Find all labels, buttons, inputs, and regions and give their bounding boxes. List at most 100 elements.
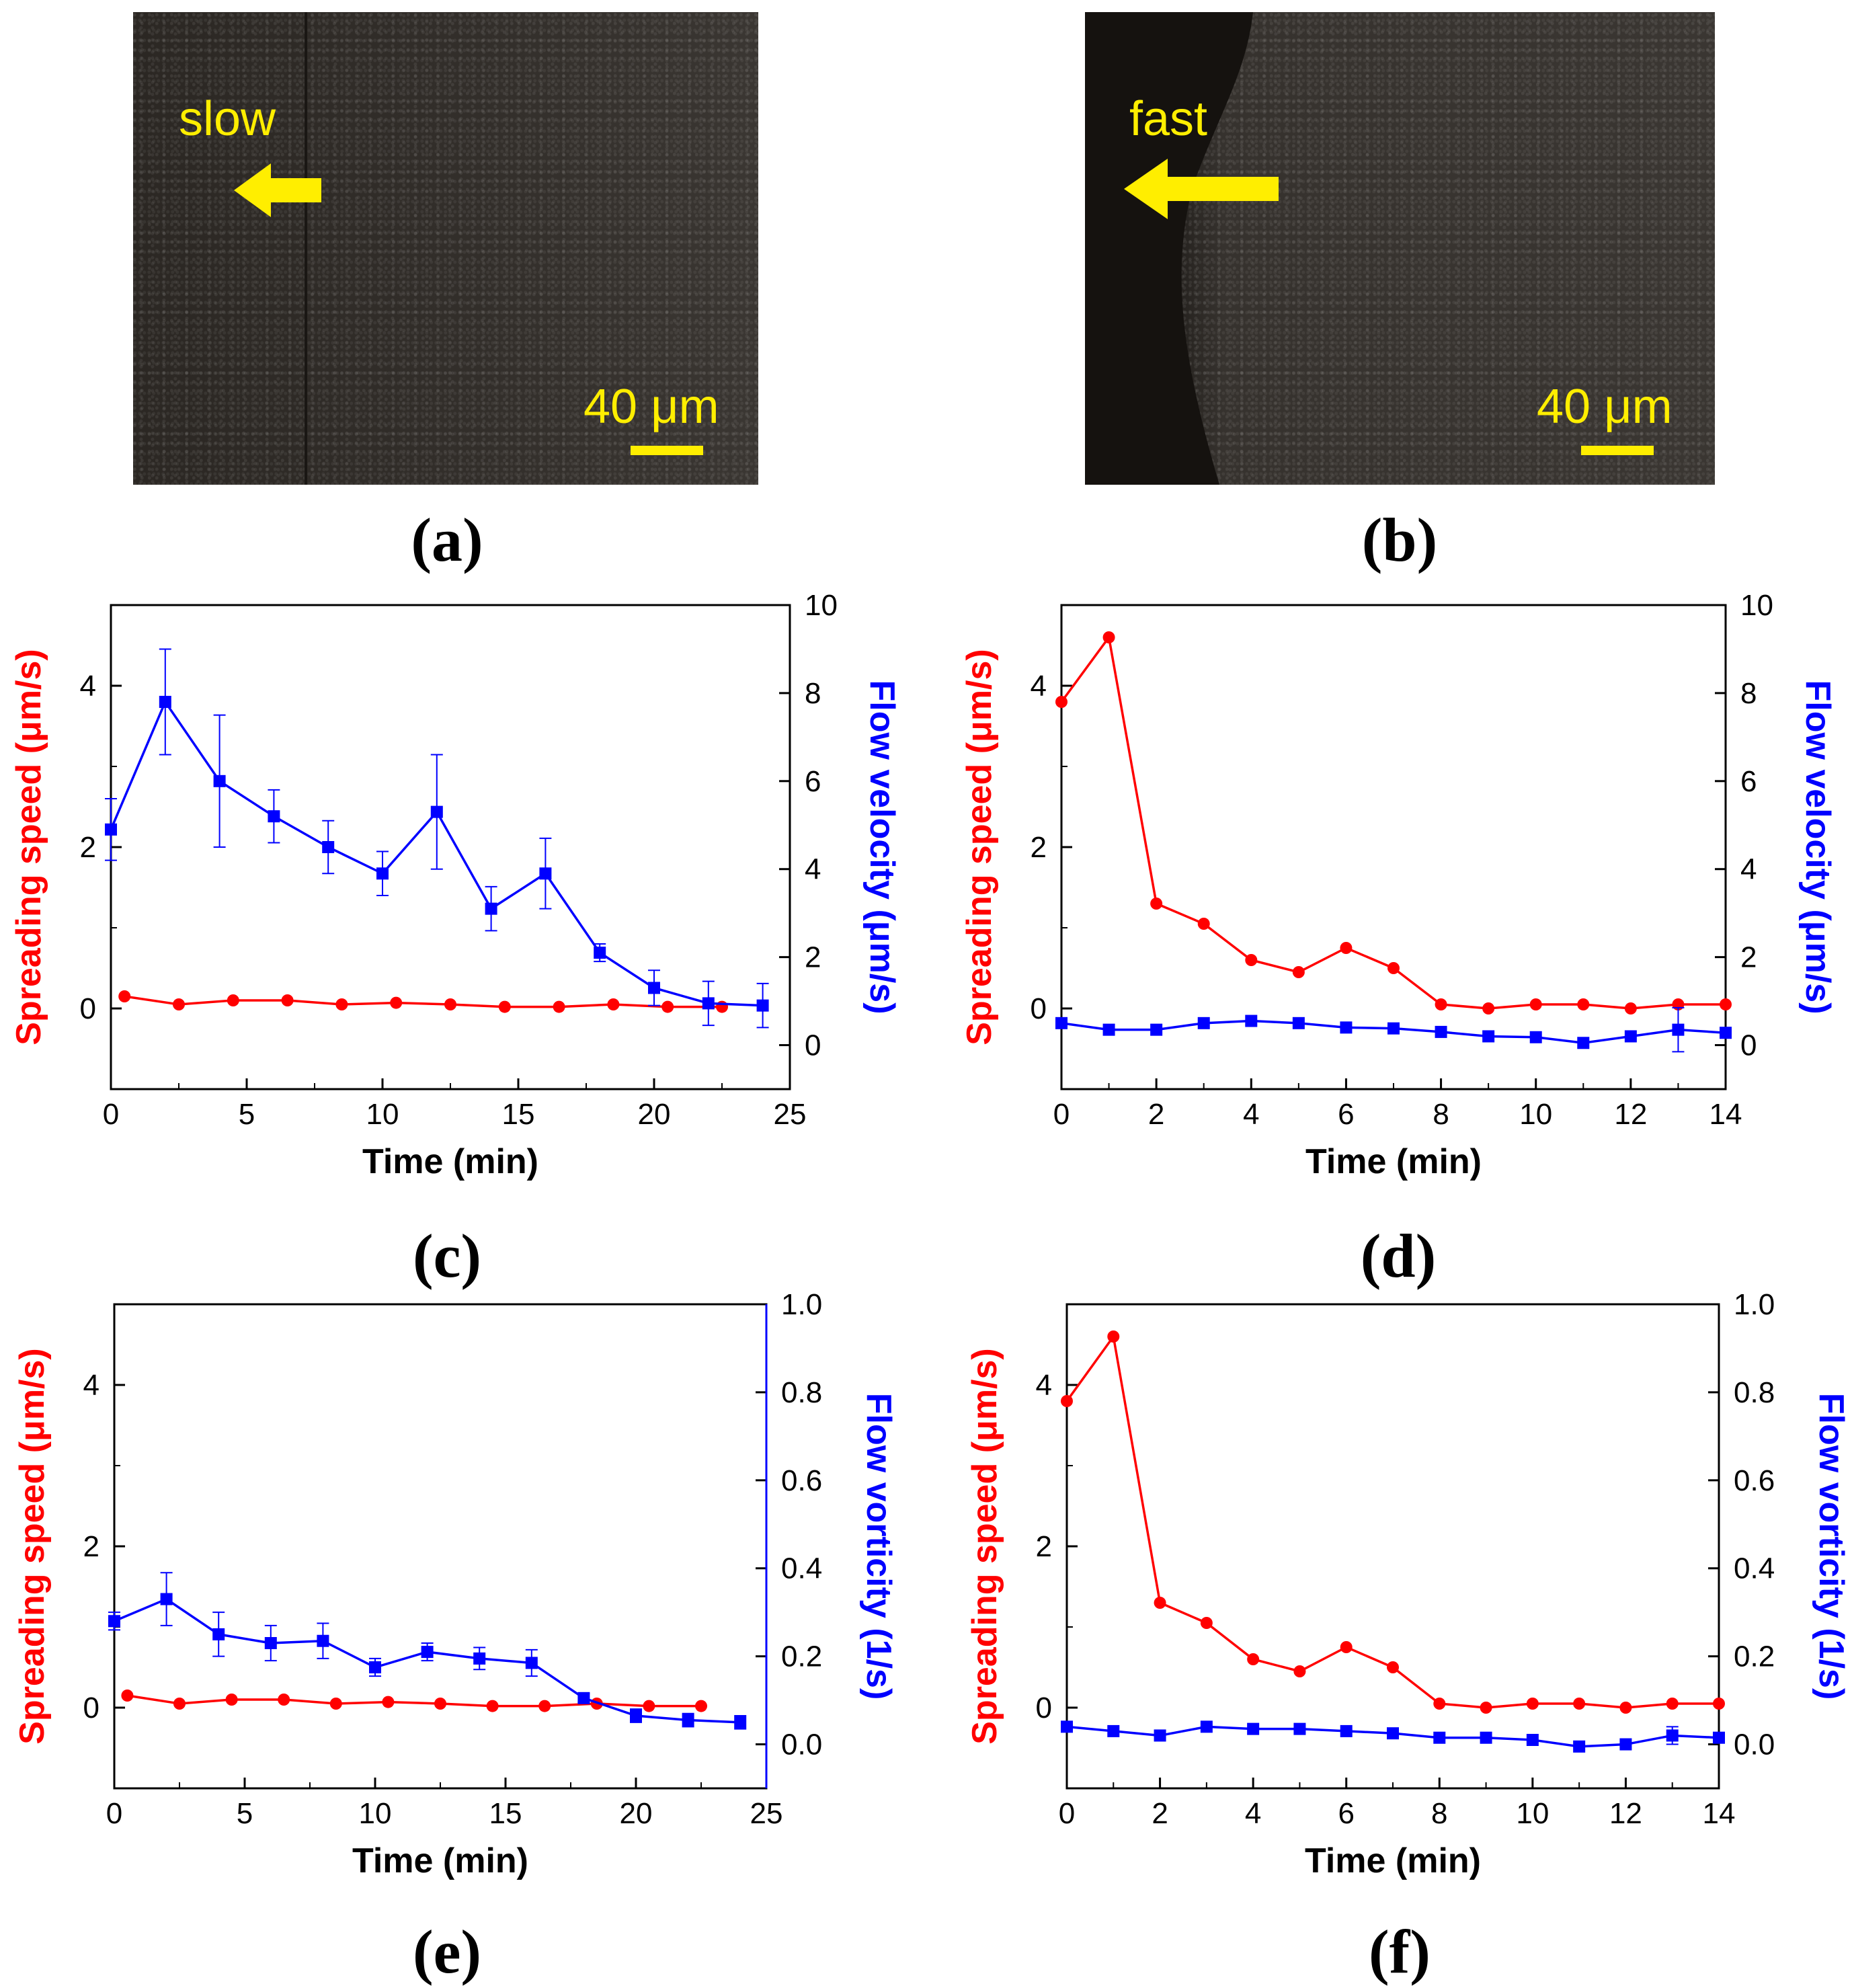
data-point-flow <box>1107 1724 1120 1737</box>
image-texture <box>133 12 758 485</box>
y-right-axis-label: Flow velocity (μm/s) <box>1798 680 1837 1014</box>
data-point-speed <box>434 1698 446 1710</box>
data-point-speed <box>1107 1330 1120 1343</box>
data-point-flow <box>1526 1734 1539 1746</box>
data-point-flow <box>1672 1023 1685 1036</box>
data-point-speed <box>1433 1698 1446 1710</box>
chart-c: 0 5 10 15 20 25 0 2 4 0 2 4 6 8 10 Time (min) Spreading … <box>9 589 901 1181</box>
data-point-flow <box>630 1710 642 1722</box>
y-left-tick-label: 4 <box>83 1369 99 1402</box>
data-point-flow <box>702 997 715 1010</box>
front-line <box>305 12 307 485</box>
y-right-axis-label: Flow vorticity (1/s) <box>1812 1393 1851 1700</box>
y-right-tick-label: 0.2 <box>781 1640 822 1673</box>
data-point-flow <box>1435 1025 1447 1038</box>
data-point-speed <box>1387 962 1400 974</box>
data-point-flow <box>1482 1030 1495 1043</box>
data-point-flow <box>1293 1722 1306 1735</box>
data-point-speed <box>1435 998 1447 1010</box>
data-point-flow <box>1624 1030 1637 1043</box>
y-right-axis-label: Flow velocity (μm/s) <box>862 680 901 1014</box>
y-right-tick-label: 0.0 <box>1734 1728 1775 1761</box>
data-point-flow <box>1055 1017 1068 1029</box>
data-point-speed <box>1340 1641 1353 1653</box>
y-right-tick-label: 10 <box>805 589 838 622</box>
data-point-speed <box>1573 1698 1586 1710</box>
slow-label: slow <box>179 92 276 146</box>
data-point-speed <box>643 1700 655 1712</box>
y-right-tick-label: 6 <box>1740 765 1757 798</box>
data-point-speed <box>1055 696 1068 708</box>
data-point-speed <box>1480 1702 1492 1714</box>
data-point-speed <box>661 1000 674 1013</box>
x-axis-label: Time (min) <box>362 1142 538 1181</box>
data-point-speed <box>278 1694 290 1706</box>
x-tick-label: 25 <box>774 1098 807 1131</box>
chart-f: 0 2 4 6 8 10 12 14 0 2 4 0.0 0.2 0.4 0.6 0.8 1.0 Time (mi… <box>965 1288 1851 1880</box>
x-tick-label: 2 <box>1152 1797 1168 1830</box>
x-tick-label: 6 <box>1338 1797 1354 1830</box>
x-tick-label: 25 <box>750 1797 783 1830</box>
data-point-flow <box>539 867 552 880</box>
data-point-flow <box>1720 1027 1732 1039</box>
data-point-speed <box>1526 1698 1539 1710</box>
data-point-flow <box>268 810 280 823</box>
data-point-speed <box>121 1689 134 1702</box>
plot-frame <box>110 604 791 1090</box>
data-point-speed <box>225 1694 238 1706</box>
arrow-left-icon <box>234 163 321 217</box>
data-point-flow <box>1245 1015 1258 1027</box>
data-point-speed <box>1387 1661 1399 1673</box>
x-tick-label: 0 <box>106 1797 122 1830</box>
data-point-speed <box>538 1700 551 1712</box>
data-point-speed <box>1102 631 1115 643</box>
y-right-tick-label: 4 <box>805 853 821 886</box>
data-point-flow <box>213 774 226 787</box>
data-point-speed <box>1292 966 1305 978</box>
y-right-axis-label: Flow vorticity (1/s) <box>859 1393 898 1700</box>
data-point-flow <box>594 947 606 959</box>
y-left-axis-label: Spreading speed (μm/s) <box>965 1348 1004 1745</box>
x-tick-label: 20 <box>620 1797 653 1830</box>
data-point-flow <box>430 805 443 818</box>
y-left-tick-label: 2 <box>1031 831 1047 864</box>
caption-b: (b) <box>1361 506 1438 574</box>
x-tick-label: 0 <box>103 1098 119 1131</box>
data-point-speed <box>1293 1665 1306 1677</box>
scale-label-a: 40 μm <box>583 380 719 434</box>
data-point-flow <box>1666 1729 1679 1742</box>
data-point-speed <box>1619 1702 1632 1714</box>
y-right-tick-label: 8 <box>805 677 821 710</box>
plot-frame <box>113 1303 768 1790</box>
data-point-speed <box>1245 954 1258 966</box>
data-point-flow <box>1292 1017 1305 1029</box>
chart-e: 0 5 10 15 20 25 0 2 4 0.0 0.2 0.4 0.6 0.8 1.0 Time (min… <box>13 1288 898 1880</box>
data-point-speed <box>444 998 456 1010</box>
data-point-flow <box>264 1637 277 1649</box>
x-tick-label: 15 <box>489 1797 522 1830</box>
data-point-speed <box>498 1000 511 1013</box>
data-point-speed <box>695 1700 707 1712</box>
data-point-speed <box>335 998 348 1010</box>
data-point-speed <box>382 1696 395 1708</box>
data-point-flow <box>159 696 171 708</box>
x-axis-label: Time (min) <box>352 1841 528 1880</box>
data-point-flow <box>756 999 769 1012</box>
data-point-speed <box>281 994 294 1006</box>
data-point-speed <box>1197 918 1210 930</box>
caption-c: (c) <box>412 1222 482 1290</box>
series-line-speed <box>1060 634 1726 1010</box>
data-point-speed <box>1482 1002 1495 1015</box>
data-point-speed <box>1150 898 1163 910</box>
data-point-flow <box>473 1652 486 1665</box>
x-tick-label: 12 <box>1614 1098 1647 1131</box>
x-tick-label: 10 <box>359 1797 392 1830</box>
data-point-speed <box>553 1000 565 1013</box>
data-point-speed <box>118 990 131 1002</box>
chart-d: 0 2 4 6 8 10 12 14 0 2 4 0 2 4 6 8 10 Time (min) Spreading… <box>960 589 1837 1181</box>
fast-label: fast <box>1129 92 1208 146</box>
data-point-flow <box>1197 1017 1210 1029</box>
data-point-speed <box>1713 1698 1725 1710</box>
data-point-flow <box>1154 1729 1166 1742</box>
y-left-tick-label: 4 <box>1036 1369 1052 1402</box>
